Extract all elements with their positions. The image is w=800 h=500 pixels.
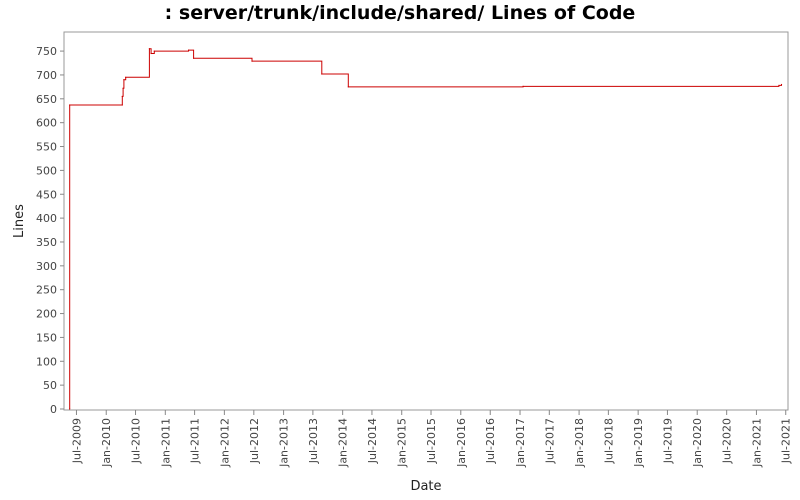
x-tick-label: Jan-2011 bbox=[159, 418, 172, 468]
x-tick-label: Jul-2019 bbox=[661, 418, 674, 464]
x-tick-label: Jan-2012 bbox=[218, 418, 231, 468]
x-tick-label: Jan-2016 bbox=[455, 418, 468, 468]
x-tick-label: Jan-2013 bbox=[278, 418, 291, 468]
data-point bbox=[188, 49, 190, 51]
x-tick-label: Jan-2010 bbox=[100, 418, 113, 468]
data-point bbox=[123, 79, 125, 81]
x-tick-label: Jul-2017 bbox=[543, 418, 556, 464]
data-point bbox=[121, 95, 123, 98]
data-point bbox=[69, 104, 71, 106]
y-tick-label: 550 bbox=[36, 141, 57, 154]
x-tick-label: Jan-2020 bbox=[691, 418, 704, 468]
data-point bbox=[251, 60, 253, 62]
data-point bbox=[121, 104, 123, 106]
data-point bbox=[522, 85, 524, 88]
x-tick-label: Jul-2018 bbox=[602, 418, 615, 464]
y-tick-label: 650 bbox=[36, 93, 57, 106]
y-tick-label: 450 bbox=[36, 188, 57, 201]
y-tick-label: 350 bbox=[36, 236, 57, 249]
y-axis: 0 50 100 150 200 250 300 350 400 450 500 550 600 650 7… bbox=[36, 45, 64, 416]
data-point bbox=[153, 50, 155, 52]
y-tick-label: 700 bbox=[36, 69, 57, 82]
y-tick-label: 750 bbox=[36, 45, 57, 58]
data-point bbox=[321, 73, 323, 75]
series-lines-of-code bbox=[69, 48, 783, 410]
x-tick-label: Jul-2012 bbox=[248, 418, 261, 464]
x-tick-label: Jul-2009 bbox=[70, 418, 83, 464]
x-tick-label: Jul-2020 bbox=[721, 418, 734, 464]
x-tick-label: Jul-2013 bbox=[307, 418, 320, 464]
y-tick-label: 300 bbox=[36, 260, 57, 273]
x-tick-label: Jul-2014 bbox=[366, 418, 379, 464]
data-point bbox=[347, 86, 349, 88]
x-axis: Jul-2009 Jan-2010 Jul-2010 Jan-2011 Jul-2011… bbox=[70, 410, 793, 468]
y-tick-label: 150 bbox=[36, 331, 57, 344]
data-point bbox=[778, 84, 780, 87]
y-tick-label: 500 bbox=[36, 164, 57, 177]
y-tick-label: 50 bbox=[43, 379, 57, 392]
x-tick-label: Jan-2015 bbox=[396, 418, 409, 468]
y-axis-title: Lines bbox=[12, 204, 27, 238]
x-tick-label: Jul-2021 bbox=[780, 418, 793, 464]
y-tick-label: 250 bbox=[36, 284, 57, 297]
x-tick-label: Jan-2021 bbox=[750, 418, 763, 468]
x-tick-label: Jan-2019 bbox=[632, 418, 645, 468]
data-point bbox=[125, 76, 127, 78]
data-point bbox=[122, 87, 124, 89]
x-tick-label: Jul-2011 bbox=[189, 418, 202, 464]
x-tick-label: Jan-2014 bbox=[337, 418, 350, 468]
data-point bbox=[193, 57, 195, 59]
data-point bbox=[148, 48, 151, 50]
chart-title: : server/trunk/include/shared/ Lines of … bbox=[164, 2, 636, 24]
x-tick-label: Jan-2017 bbox=[514, 418, 527, 468]
plot-area bbox=[63, 31, 789, 411]
y-tick-label: 400 bbox=[36, 212, 57, 225]
x-tick-label: Jul-2016 bbox=[484, 418, 497, 464]
x-axis-title: Date bbox=[410, 479, 441, 494]
data-point bbox=[150, 52, 152, 55]
y-tick-label: 200 bbox=[36, 308, 57, 321]
data-point bbox=[780, 83, 783, 86]
y-tick-label: 100 bbox=[36, 355, 57, 368]
data-point bbox=[69, 408, 71, 410]
x-tick-label: Jul-2015 bbox=[425, 418, 438, 464]
y-tick-label: 0 bbox=[50, 403, 57, 416]
x-tick-label: Jan-2018 bbox=[573, 418, 586, 468]
x-tick-label: Jul-2010 bbox=[130, 418, 143, 464]
y-tick-label: 600 bbox=[36, 117, 57, 130]
